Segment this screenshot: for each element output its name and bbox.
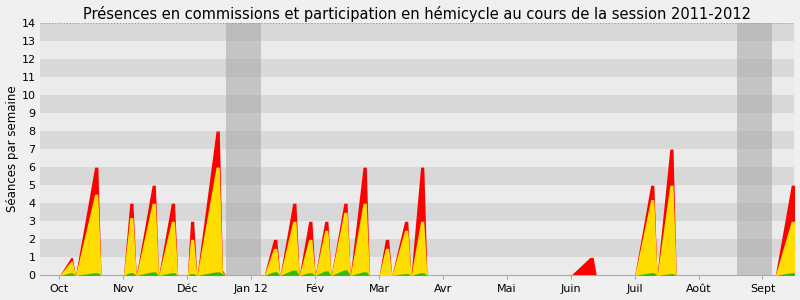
Bar xyxy=(40,167,794,185)
Bar xyxy=(40,149,794,167)
Bar xyxy=(737,23,772,275)
Bar xyxy=(40,203,794,221)
Bar xyxy=(40,113,794,131)
Bar xyxy=(226,23,261,275)
Title: Présences en commissions et participation en hémicycle au cours de la session 20: Présences en commissions et participatio… xyxy=(83,6,751,22)
Bar xyxy=(40,131,794,149)
Bar xyxy=(40,257,794,275)
Bar xyxy=(40,23,794,41)
Bar xyxy=(40,221,794,239)
Bar xyxy=(40,77,794,95)
Bar xyxy=(40,59,794,77)
Bar xyxy=(40,239,794,257)
Bar xyxy=(40,41,794,59)
Bar xyxy=(40,185,794,203)
Y-axis label: Séances par semaine: Séances par semaine xyxy=(6,86,18,212)
Bar xyxy=(40,95,794,113)
